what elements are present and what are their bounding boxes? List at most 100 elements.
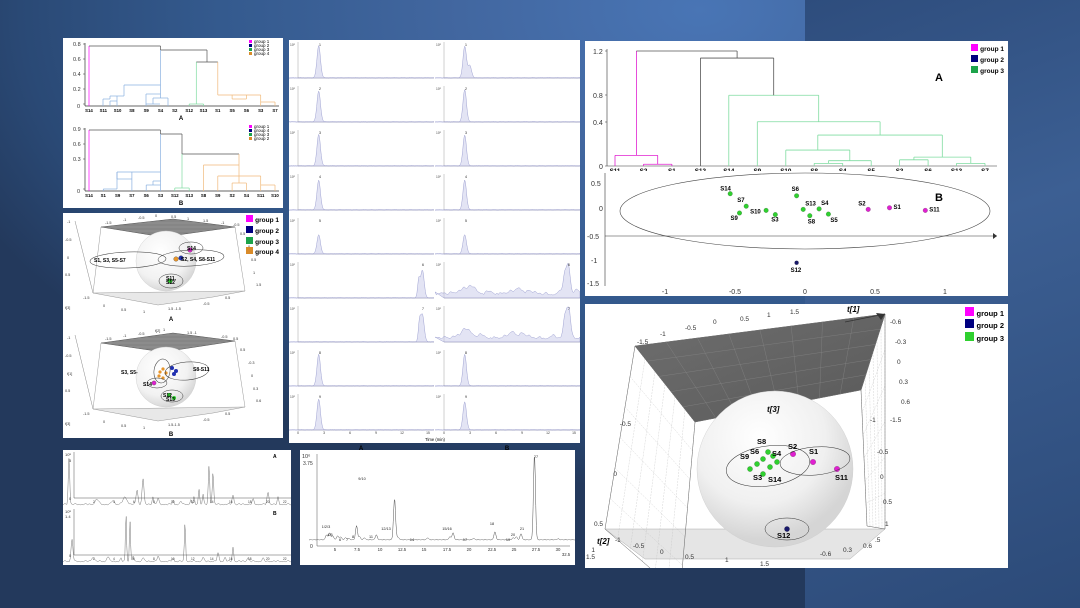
svg-text:-0.3: -0.3 [248,361,255,365]
svg-text:S4: S4 [772,449,782,458]
svg-text:t[1]: t[1] [847,305,860,314]
svg-text:S8: S8 [201,193,207,198]
svg-text:0: 0 [155,214,157,218]
svg-text:S2: S2 [858,201,866,207]
svg-text:-1: -1 [67,220,70,224]
svg-text:17.5: 17.5 [443,547,452,552]
svg-text:0: 0 [897,359,901,366]
svg-text:5: 5 [319,219,321,223]
svg-text:9/10: 9/10 [358,477,365,481]
svg-text:S10: S10 [271,193,279,198]
svg-text:S12: S12 [166,280,175,286]
svg-text:B: B [179,201,184,207]
svg-text:14: 14 [210,500,214,504]
svg-text:10: 10 [171,500,175,504]
svg-text:6: 6 [133,500,135,504]
svg-text:16: 16 [229,500,233,504]
svg-text:-0.5: -0.5 [221,335,228,339]
svg-text:10⁵: 10⁵ [290,351,296,355]
svg-text:1.5: 1.5 [256,283,261,287]
svg-text:4: 4 [465,175,467,179]
svg-text:2: 2 [465,87,467,91]
svg-text:A: A [273,454,277,460]
svg-text:S12: S12 [791,268,802,274]
svg-text:25: 25 [512,547,517,552]
svg-text:9: 9 [375,431,377,434]
svg-text:1: 1 [943,289,947,296]
svg-text:7: 7 [422,307,424,311]
svg-text:S8: S8 [808,220,816,226]
svg-text:-1: -1 [662,289,668,296]
svg-text:S8: S8 [129,108,135,113]
svg-text:1: 1 [591,547,595,554]
svg-text:22: 22 [283,500,287,504]
svg-text:S3: S3 [771,218,779,224]
svg-text:6: 6 [339,538,341,542]
svg-text:1.5: 1.5 [790,309,799,316]
svg-text:6: 6 [495,431,497,434]
svg-text:A: A [169,317,174,323]
svg-text:10⁵: 10⁵ [65,452,71,457]
svg-text:10⁵: 10⁵ [290,175,296,179]
svg-text:S11: S11 [257,193,265,198]
svg-text:S3, S5-: S3, S5- [121,370,138,376]
svg-text:0.5: 0.5 [171,215,176,219]
svg-text:10⁵: 10⁵ [436,219,442,223]
svg-text:S7: S7 [272,108,278,113]
svg-text:t[3]: t[3] [65,306,70,310]
svg-text:S9: S9 [731,216,739,222]
svg-text:S3: S3 [158,193,164,198]
svg-text:0.5: 0.5 [883,499,892,506]
svg-text:10⁵: 10⁵ [436,351,442,355]
svg-text:5: 5 [465,219,467,223]
svg-text:1: 1 [767,312,771,319]
svg-text:0.5: 0.5 [65,273,70,277]
svg-text:0.6: 0.6 [73,142,81,148]
svg-text:14: 14 [410,538,414,542]
svg-text:S2: S2 [172,108,178,113]
svg-text:t[3]: t[3] [767,405,780,414]
svg-text:0.5: 0.5 [240,232,245,236]
svg-text:0: 0 [599,206,603,213]
svg-text:0: 0 [77,189,80,195]
svg-text:12: 12 [546,431,550,434]
svg-text:10: 10 [378,547,383,552]
svg-text:S2, S4, S8-S11: S2, S4, S8-S11 [181,257,215,263]
svg-text:5: 5 [334,547,337,552]
svg-text:-1: -1 [123,218,126,222]
svg-text:2: 2 [93,557,95,561]
svg-text:S2: S2 [788,442,797,451]
svg-text:8: 8 [319,351,321,355]
svg-text:S12: S12 [777,531,790,540]
svg-text:0.3: 0.3 [253,387,258,391]
svg-text:4: 4 [113,557,115,561]
svg-text:-1: -1 [660,331,666,338]
svg-text:group 4: group 4 [254,51,270,56]
svg-text:S14: S14 [720,187,731,193]
svg-text:27.5: 27.5 [532,547,541,552]
svg-text:20: 20 [511,533,515,537]
svg-text:0: 0 [443,431,445,434]
svg-text:-1.5: -1.5 [105,221,112,225]
svg-text:22.5: 22.5 [488,547,497,552]
svg-text:S14: S14 [768,475,782,484]
svg-text:0.6: 0.6 [73,57,81,63]
svg-text:0.5: 0.5 [251,258,256,262]
svg-text:-0.5: -0.5 [65,354,72,358]
svg-text:0: 0 [251,374,253,378]
svg-text:1: 1 [319,43,321,47]
svg-text:0.5: 0.5 [121,424,126,428]
svg-text:0: 0 [77,104,80,110]
svg-text:S6: S6 [750,447,759,456]
svg-text:0.5: 0.5 [240,348,245,352]
svg-text:-1.5: -1.5 [105,337,112,341]
svg-text:12: 12 [191,500,195,504]
svg-text:0: 0 [660,549,664,556]
svg-text:S12: S12 [185,108,193,113]
svg-text:A: A [179,116,184,122]
svg-text:27: 27 [534,455,538,459]
svg-text:S14: S14 [187,246,196,252]
svg-text:t[2]: t[2] [597,537,610,546]
svg-text:S1: S1 [101,193,107,198]
svg-text:1: 1 [725,557,729,564]
